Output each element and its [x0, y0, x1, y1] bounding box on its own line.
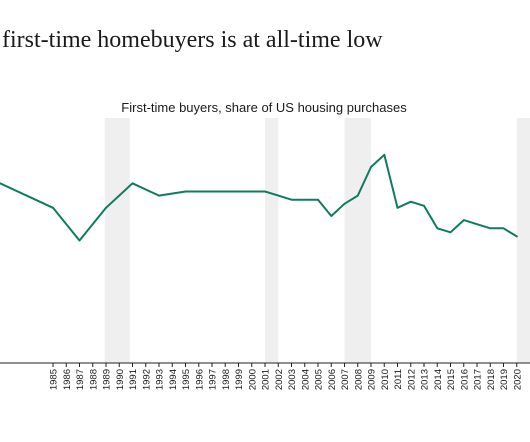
x-tick-label-1992: 1992 — [141, 369, 152, 390]
data-point-2012 — [409, 200, 412, 203]
data-point-2007 — [343, 202, 346, 205]
x-tick-label-2013: 2013 — [420, 369, 431, 390]
x-tick-label-2003: 2003 — [287, 369, 298, 390]
x-tick-label-1993: 1993 — [155, 369, 166, 390]
x-tick-label-2012: 2012 — [406, 369, 417, 390]
series-line-1 — [0, 153, 518, 242]
x-tick-label-2004: 2004 — [300, 369, 311, 390]
x-tick-label-2009: 2009 — [367, 369, 378, 390]
data-point-2018 — [489, 227, 492, 230]
x-tick-label-1991: 1991 — [128, 369, 139, 390]
x-axis-ticks: 1985 1986 1987 1988 1989 1990 1991 1992 1993 1994… — [49, 363, 523, 390]
x-tick-label-2015: 2015 — [446, 369, 457, 390]
data-point-2008 — [356, 194, 359, 197]
data-point-1981 — [0, 182, 1, 185]
x-tick-label-2005: 2005 — [314, 369, 325, 390]
x-tick-label-1995: 1995 — [181, 369, 192, 390]
chart-title: First-time buyers, share of US housing p… — [121, 100, 407, 115]
data-point-2017 — [476, 223, 478, 225]
data-point-1987 — [78, 239, 81, 242]
data-point-1998 — [224, 190, 227, 193]
x-tick-label-1986: 1986 — [62, 369, 73, 390]
data-point-2015 — [449, 231, 452, 234]
data-point-2009 — [370, 166, 372, 168]
x-tick-label-2006: 2006 — [327, 369, 338, 390]
x-tick-label-2007: 2007 — [340, 369, 351, 390]
x-tick-label-1998: 1998 — [221, 369, 232, 390]
data-point-2019 — [502, 227, 505, 230]
data-point-2014 — [436, 227, 439, 230]
x-tick-label-1990: 1990 — [115, 369, 126, 390]
data-point-2003 — [290, 198, 293, 201]
data-point-1996 — [197, 190, 200, 193]
x-tick-label-2002: 2002 — [274, 369, 285, 390]
shaded-period-4 — [516, 118, 530, 363]
headline: f first-time homebuyers is at all-time l… — [0, 27, 383, 53]
data-point-2011 — [396, 207, 399, 209]
x-tick-label-2001: 2001 — [261, 369, 272, 390]
x-tick-label-1989: 1989 — [102, 369, 113, 390]
data-point-1985 — [52, 207, 54, 209]
data-point-1995 — [184, 190, 187, 193]
data-point-2000 — [250, 190, 253, 193]
shaded-period-1 — [104, 118, 130, 363]
shaded-period-2 — [265, 118, 279, 363]
x-tick-label-2000: 2000 — [247, 369, 258, 390]
data-point-1991 — [131, 182, 134, 185]
x-tick-label-1999: 1999 — [234, 369, 245, 390]
x-tick-label-1994: 1994 — [168, 369, 179, 390]
data-point-2010 — [383, 153, 386, 156]
data-point-1989 — [105, 207, 107, 209]
data-point-2020 — [515, 235, 518, 238]
x-tick-label-2008: 2008 — [353, 369, 364, 390]
x-tick-label-1988: 1988 — [88, 369, 99, 390]
data-point-2006 — [330, 215, 333, 217]
series-layer — [0, 153, 518, 242]
data-point-2005 — [317, 198, 319, 201]
x-tick-label-1997: 1997 — [208, 369, 219, 390]
data-point-2016 — [462, 219, 465, 221]
x-tick-label-1987: 1987 — [75, 369, 86, 390]
x-tick-label-2010: 2010 — [380, 369, 391, 390]
data-point-1997 — [211, 190, 213, 193]
x-tick-label-2011: 2011 — [393, 369, 404, 389]
x-tick-label-2017: 2017 — [473, 369, 484, 390]
x-tick-label-1996: 1996 — [194, 369, 205, 390]
recession-shading-layer — [104, 118, 530, 363]
data-point-2002 — [277, 194, 280, 197]
x-tick-label-2020: 2020 — [512, 369, 523, 390]
x-tick-label-2018: 2018 — [486, 369, 497, 390]
x-tick-label-2019: 2019 — [499, 369, 510, 390]
data-point-1993 — [158, 194, 160, 197]
x-tick-label-2014: 2014 — [433, 369, 444, 390]
data-point-1999 — [237, 190, 240, 193]
data-point-2013 — [423, 204, 425, 207]
data-point-2004 — [303, 198, 306, 201]
shaded-period-3 — [344, 118, 371, 363]
data-point-2001 — [264, 190, 266, 193]
x-tick-label-1985: 1985 — [49, 369, 60, 390]
x-tick-label-2016: 2016 — [459, 369, 470, 390]
